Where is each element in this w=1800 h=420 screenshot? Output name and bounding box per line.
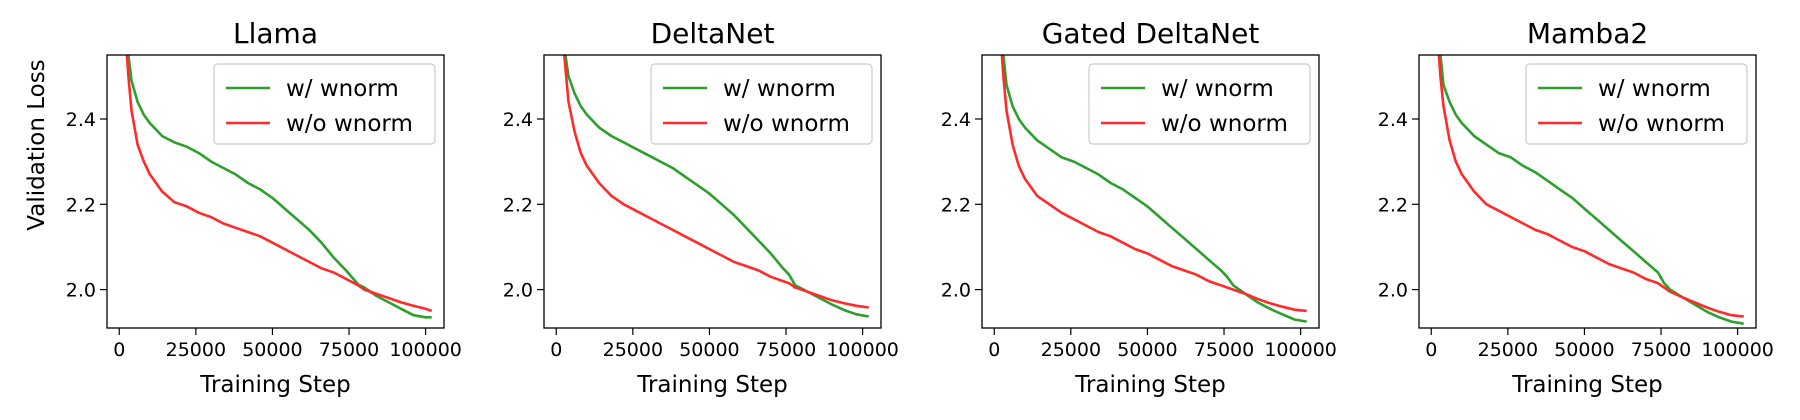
legend: w/ wnorm w/o wnorm	[1525, 63, 1748, 145]
x-tick-label: 0	[113, 339, 125, 361]
y-tick-label: 2.4	[66, 109, 96, 131]
chart-title: DeltaNet	[651, 17, 775, 50]
series-line-wo-wnorm	[562, 55, 869, 309]
legend-label: w/o wnorm	[1598, 111, 1725, 137]
y-tick-label: 2.4	[1378, 109, 1408, 131]
subplot-1: 0 25000 50000 75000 100000 2.0 2.2 2.4 Llama Trai…	[66, 17, 462, 398]
x-tick-label: 50000	[1554, 339, 1614, 361]
legend-label: w/o wnorm	[286, 111, 413, 137]
y-tick-label: 2.0	[1378, 280, 1408, 302]
x-tick-label: 100000	[389, 339, 462, 361]
x-tick-label: 0	[1425, 339, 1437, 361]
legend-label: w/o wnorm	[1161, 111, 1288, 137]
x-tick-label: 100000	[1701, 339, 1774, 361]
chart-title: Gated DeltaNet	[1042, 17, 1260, 50]
y-tick-label: 2.0	[503, 280, 533, 302]
plot-frame	[106, 54, 445, 329]
legend-label: w/o wnorm	[723, 111, 850, 137]
y-tick-label: 2.4	[503, 109, 533, 131]
series-line-w-wnorm	[127, 55, 432, 319]
chart-title: Mamba2	[1527, 17, 1648, 50]
legend: w/ wnorm w/o wnorm	[1088, 63, 1311, 145]
series-line-wo-wnorm	[125, 55, 433, 313]
subplot-3: 0 25000 50000 75000 100000 2.0 2.2 2.4 Gated Del…	[941, 17, 1337, 398]
legend-label: w/ wnorm	[286, 76, 399, 102]
x-tick-label: 75000	[756, 339, 816, 361]
x-tick-label: 75000	[1631, 339, 1691, 361]
x-tick-label: 25000	[1478, 339, 1538, 361]
x-tick-label: 50000	[242, 339, 302, 361]
x-axis-label: Training Step	[636, 372, 787, 398]
subplot-2: 0 25000 50000 75000 100000 2.0 2.2 2.4 DeltaNet T…	[503, 17, 899, 398]
x-tick-label: 50000	[679, 339, 739, 361]
x-tick-label: 75000	[319, 339, 379, 361]
x-tick-label: 0	[550, 339, 562, 361]
legend: w/ wnorm w/o wnorm	[213, 63, 436, 145]
y-tick-label: 2.2	[941, 194, 971, 216]
y-tick-label: 2.2	[66, 194, 96, 216]
x-tick-label: 100000	[1264, 339, 1337, 361]
plot-frame	[981, 54, 1320, 329]
x-tick-label: 25000	[166, 339, 226, 361]
y-tick-label: 2.4	[941, 109, 971, 131]
y-tick-label: 2.0	[66, 280, 96, 302]
plot-frame	[543, 54, 882, 329]
y-tick-label: 2.2	[503, 194, 533, 216]
x-tick-label: 50000	[1117, 339, 1177, 361]
legend: w/ wnorm w/o wnorm	[650, 63, 873, 145]
x-tick-label: 25000	[1041, 339, 1101, 361]
plot-frame	[1418, 54, 1757, 329]
legend-label: w/ wnorm	[1598, 76, 1711, 102]
series-line-wo-wnorm	[1437, 55, 1744, 318]
legend-label: w/ wnorm	[1161, 76, 1274, 102]
chart-title: Llama	[233, 17, 318, 50]
x-tick-label: 75000	[1194, 339, 1254, 361]
x-axis-label: Training Step	[199, 372, 350, 398]
legend-label: w/ wnorm	[723, 76, 836, 102]
x-tick-label: 100000	[826, 339, 899, 361]
x-axis-label: Training Step	[1074, 372, 1225, 398]
series-line-wo-wnorm	[1000, 55, 1307, 313]
x-tick-label: 25000	[603, 339, 663, 361]
x-axis-label: Training Step	[1511, 372, 1662, 398]
y-tick-label: 2.0	[941, 280, 971, 302]
y-axis-label: Validation Loss	[24, 59, 50, 230]
x-tick-label: 0	[988, 339, 1000, 361]
subplot-4: 0 25000 50000 75000 100000 2.0 2.2 2.4 Mamba2 Tra…	[1378, 17, 1774, 398]
y-tick-label: 2.2	[1378, 194, 1408, 216]
